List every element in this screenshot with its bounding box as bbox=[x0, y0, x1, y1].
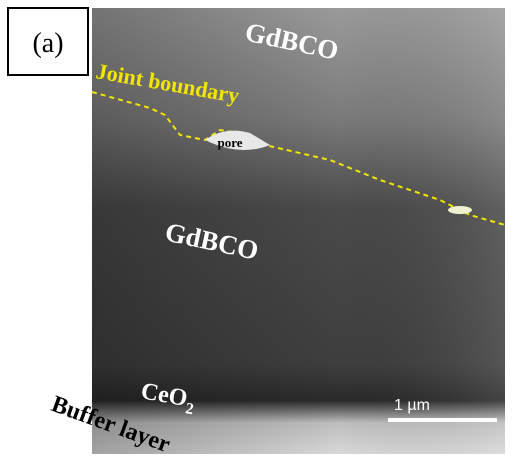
pore-label: pore bbox=[217, 135, 242, 150]
panel-label: (a) bbox=[32, 28, 63, 59]
pore-small bbox=[448, 206, 472, 214]
scale-label: 1 µm bbox=[394, 397, 430, 414]
figure: (a) GdBCO Joint boundary pore GdBCO CeO2… bbox=[0, 0, 513, 464]
